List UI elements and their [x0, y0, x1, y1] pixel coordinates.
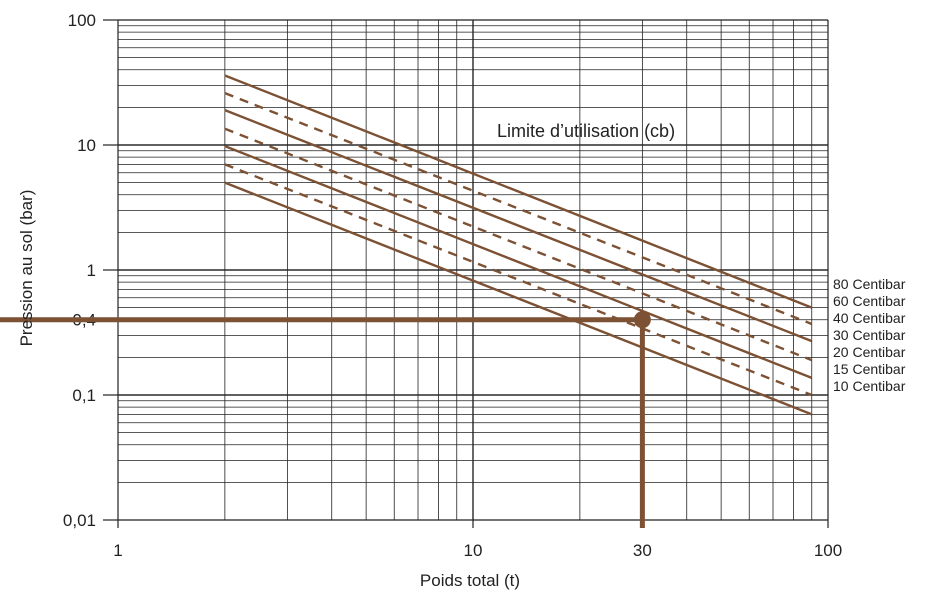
series-label: 30 Centibar: [833, 327, 906, 343]
x-axis-title: Poids total (t): [420, 571, 520, 590]
series-line: [224, 74, 813, 309]
reading-point: [633, 311, 651, 329]
series-label: 40 Centibar: [833, 310, 906, 326]
series-label: 20 Centibar: [833, 344, 906, 360]
series-label: 10 Centibar: [833, 378, 906, 394]
usage-limit-annotation: Limite d’utilisation (cb): [497, 121, 675, 141]
x-tick-label: 30: [633, 541, 652, 560]
x-tick-label: 10: [464, 541, 483, 560]
y-tick-label: 0,1: [72, 386, 96, 405]
x-tick-label: 1: [113, 541, 122, 560]
series-line: [224, 127, 813, 362]
y-tick-label: 0,01: [63, 511, 96, 530]
x-axis-ticks: 1 10 30 100: [113, 520, 842, 560]
y-tick-label: 10: [77, 136, 96, 155]
series-label: 80 Centibar: [833, 276, 906, 292]
y-tick-label: 1: [87, 261, 96, 280]
series-label: 15 Centibar: [833, 361, 906, 377]
y-axis-title: Pression au sol (bar): [17, 190, 36, 347]
x-tick-label: 100: [814, 541, 842, 560]
series-line: [224, 144, 813, 380]
series-label: 60 Centibar: [833, 293, 906, 309]
series-line: [224, 109, 813, 343]
series-lines: [224, 74, 813, 416]
example-marker: [0, 311, 651, 528]
grid: [103, 19, 829, 521]
series-line: [224, 163, 813, 397]
y-tick-label: 100: [68, 11, 96, 30]
series-line: [224, 181, 813, 416]
